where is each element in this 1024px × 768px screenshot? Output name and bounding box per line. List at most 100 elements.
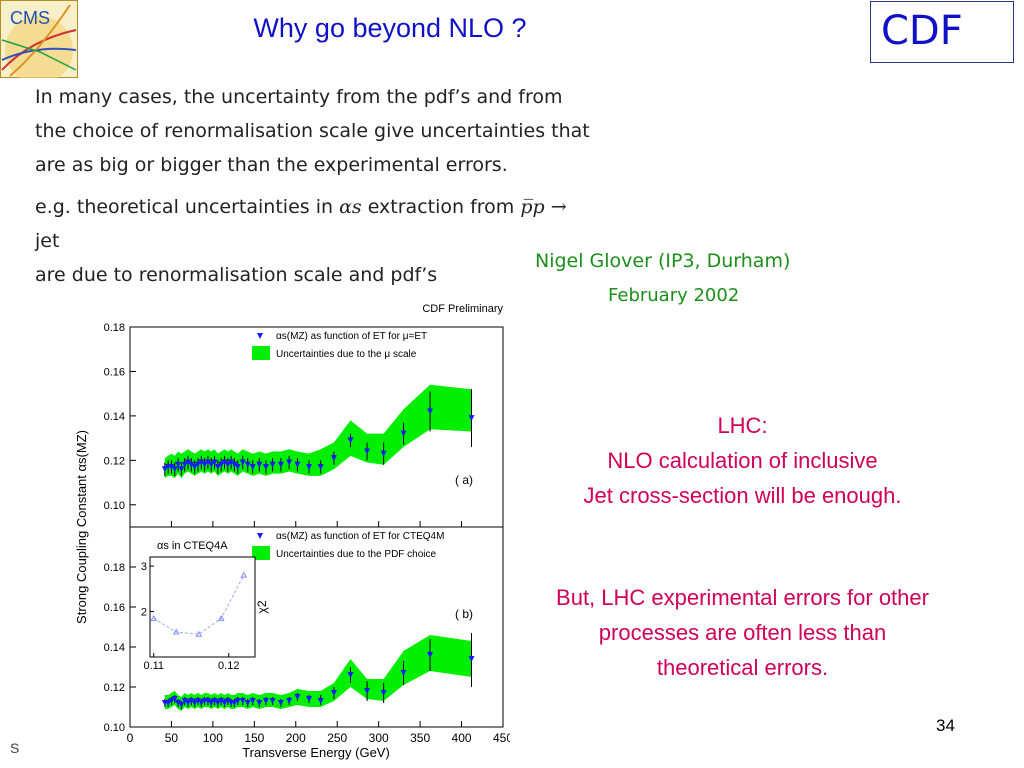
- data-point: [249, 698, 256, 704]
- data-point: [165, 700, 172, 706]
- uncertainty-band: [164, 384, 472, 479]
- data-point: [224, 461, 231, 468]
- date-credit: February 2002: [608, 285, 740, 306]
- experiment-label: CDF: [881, 8, 963, 54]
- legend-entry: Uncertainties due to the μ scale: [276, 349, 417, 360]
- data-point: [211, 459, 218, 466]
- lhc-errors-note: But, LHC experimental errors for other p…: [490, 580, 995, 685]
- svg-text:CMS: CMS: [10, 8, 50, 28]
- data-point: [188, 698, 195, 704]
- inset-curve: [153, 574, 245, 635]
- data-point: [256, 461, 263, 468]
- data-point: [204, 459, 211, 466]
- data-point: [204, 698, 211, 704]
- data-point: [198, 459, 205, 466]
- data-point: [228, 459, 235, 466]
- panel-tag: ( b): [455, 607, 473, 621]
- data-point: [224, 698, 231, 704]
- y-axis-label: Strong Coupling Constant αs(MZ): [74, 430, 89, 624]
- panel-tag: ( a): [455, 473, 473, 487]
- data-point: [231, 461, 238, 468]
- x-tick-label: 0: [127, 731, 134, 745]
- y-tick-label: 0.12: [104, 682, 125, 694]
- data-point: [427, 408, 434, 415]
- paragraph-line: are as big or bigger than the experiment…: [35, 154, 508, 176]
- data-point: [269, 698, 276, 704]
- experiment-box: CDF: [870, 1, 1014, 63]
- data-point: [178, 702, 185, 708]
- x-tick-label: 250: [327, 731, 347, 745]
- paragraph-line: e.g. theoretical uncertainties in αs ext…: [35, 190, 595, 258]
- lhc-note: LHC: NLO calculation of inclusive Jet cr…: [515, 408, 970, 513]
- text-run: extraction from: [361, 196, 521, 218]
- legend-swatch: [252, 346, 270, 360]
- data-point: [178, 466, 185, 473]
- x-tick-label: 300: [369, 731, 389, 745]
- data-point: [175, 461, 182, 468]
- data-point: [175, 700, 182, 706]
- inset-x-tick-label: 0.11: [143, 660, 164, 672]
- data-point: [468, 415, 475, 422]
- data-point: [208, 461, 215, 468]
- data-point: [171, 696, 178, 702]
- note-line: theoretical errors.: [656, 655, 829, 680]
- slide-title: Why go beyond NLO ?: [253, 13, 527, 43]
- process-formula: p̅p →: [520, 196, 567, 218]
- data-point: [191, 700, 198, 706]
- data-point: [194, 698, 201, 704]
- x-tick-label: 50: [165, 731, 179, 745]
- data-point: [234, 464, 241, 470]
- legend-entry: Uncertainties due to the PDF choice: [276, 549, 437, 560]
- data-point: [294, 461, 301, 468]
- inset-title: αs in CTEQ4A: [157, 540, 228, 552]
- legend-swatch: [252, 546, 270, 560]
- data-point: [218, 698, 225, 704]
- data-point: [286, 459, 293, 466]
- inset-y-tick-label: 2: [141, 607, 147, 619]
- inset-y-axis-label: χ2: [255, 600, 269, 613]
- data-point: [364, 448, 371, 455]
- data-point: [286, 698, 293, 704]
- y-tick-label: 0.16: [104, 602, 125, 614]
- data-point: [277, 461, 284, 468]
- data-point: [234, 698, 241, 704]
- note-line: processes are often less than: [598, 620, 887, 645]
- data-point: [317, 698, 324, 704]
- inset-x-tick-label: 0.12: [218, 660, 239, 672]
- data-point: [306, 696, 313, 702]
- data-point: [231, 700, 238, 706]
- data-point: [221, 459, 228, 466]
- alpha-s-symbol: αs: [339, 196, 362, 218]
- x-axis-label: Transverse Energy (GeV): [242, 745, 390, 760]
- data-point: [347, 437, 354, 444]
- data-point: [364, 688, 371, 694]
- data-point: [269, 461, 276, 468]
- data-point: [214, 464, 221, 470]
- y-tick-label: 0.12: [104, 455, 125, 467]
- alpha-s-chart: CDF Preliminary 0.18 0.16 0.14 0.12 0.10 αs(MZ…: [74, 303, 510, 760]
- data-point: [262, 698, 269, 704]
- inset-point: [240, 571, 248, 578]
- data-point: [188, 461, 195, 468]
- note-line: LHC:: [717, 413, 768, 438]
- text-run: jet: [35, 230, 60, 252]
- x-tick-label: 150: [244, 731, 264, 745]
- text-run: e.g. theoretical uncertainties in: [35, 196, 340, 218]
- data-point: [185, 700, 192, 706]
- data-point: [218, 461, 225, 468]
- data-point: [171, 466, 178, 473]
- data-point: [277, 700, 284, 706]
- inset-point: [217, 614, 225, 621]
- legend-entry: αs(MZ) as function of ET for CTEQ4M: [276, 531, 444, 542]
- data-point: [239, 459, 246, 466]
- data-point: [161, 466, 168, 473]
- note-line: But, LHC experimental errors for other: [556, 585, 929, 610]
- data-point: [400, 670, 407, 676]
- data-point: [244, 461, 251, 468]
- data-point: [168, 698, 175, 704]
- inset-y-tick-label: 3: [141, 561, 147, 573]
- paragraph-line: the choice of renormalisation scale give…: [35, 120, 590, 142]
- legend-marker: [257, 333, 263, 339]
- legend-entry: αs(MZ) as function of ET for μ=ET: [276, 331, 427, 342]
- y-tick-label: 0.10: [104, 722, 125, 734]
